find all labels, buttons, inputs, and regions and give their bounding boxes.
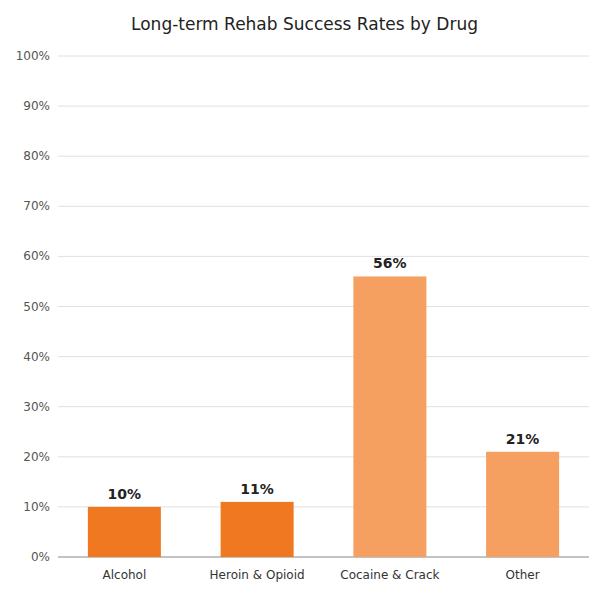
bar xyxy=(221,502,294,557)
grid-line xyxy=(58,256,589,257)
y-tick-label: 20% xyxy=(23,450,50,464)
y-tick-label: 0% xyxy=(31,550,50,564)
grid-line xyxy=(58,306,589,307)
data-label: 11% xyxy=(240,481,274,497)
grid-line xyxy=(58,406,589,407)
bar xyxy=(88,507,161,557)
x-tick-label: Cocaine & Crack xyxy=(340,568,439,582)
data-label: 10% xyxy=(108,486,142,502)
x-tick-label: Other xyxy=(506,568,540,582)
title: Long-term Rehab Success Rates by Drug xyxy=(131,14,478,34)
y-tick-label: 60% xyxy=(23,249,50,263)
bar xyxy=(486,452,559,557)
data-label: 56% xyxy=(373,255,407,271)
chart-container: Long-term Rehab Success Rates by Drug 0% 1… xyxy=(0,0,609,607)
grid xyxy=(58,56,589,557)
y-tick-label: 90% xyxy=(23,99,50,113)
y-tick-label: 70% xyxy=(23,199,50,213)
x-tick-label: Heroin & Opioid xyxy=(210,568,305,582)
grid-line xyxy=(58,106,589,107)
grid-line xyxy=(58,206,589,207)
chart-svg: Long-term Rehab Success Rates by Drug 0% 1… xyxy=(0,0,609,607)
y-tick-label: 10% xyxy=(23,500,50,514)
y-tick-label: 80% xyxy=(23,149,50,163)
grid-line xyxy=(58,356,589,357)
bars xyxy=(88,276,559,557)
grid-line xyxy=(58,156,589,157)
x-tick-label: Alcohol xyxy=(102,568,146,582)
grid-line xyxy=(58,56,589,57)
y-tick-label: 40% xyxy=(23,350,50,364)
bar xyxy=(353,276,426,557)
y-tick-label: 100% xyxy=(16,49,50,63)
y-tick-label: 50% xyxy=(23,300,50,314)
y-tick-label: 30% xyxy=(23,400,50,414)
data-label: 21% xyxy=(506,431,540,447)
